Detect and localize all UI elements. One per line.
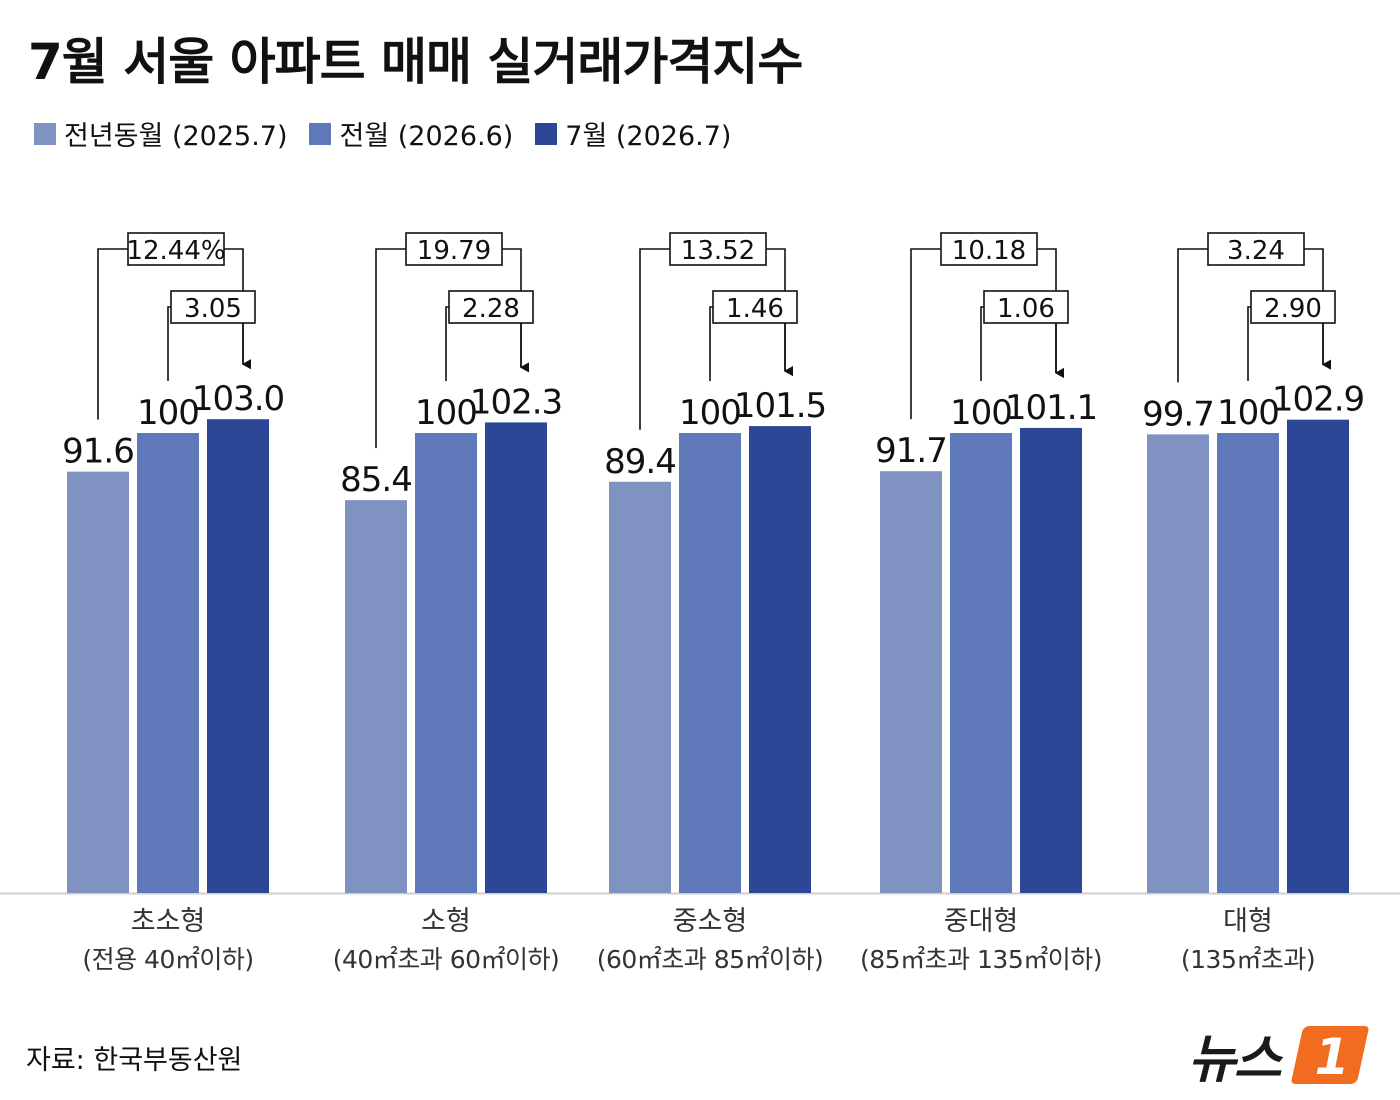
legend-item-prev-month: 전월 (2026.6) bbox=[309, 114, 513, 153]
bar bbox=[415, 433, 477, 893]
data-label: 101.1 bbox=[1005, 388, 1097, 428]
source-note: 자료: 한국부동산원 bbox=[26, 1045, 243, 1076]
mom-change-label: 3.05 bbox=[184, 294, 242, 324]
category-sublabel: (85㎡초과 135㎡이하) bbox=[860, 945, 1102, 974]
data-label: 85.4 bbox=[340, 460, 412, 500]
category-label: 대형 bbox=[1223, 906, 1273, 937]
mom-change-box bbox=[448, 290, 534, 324]
bar bbox=[749, 426, 811, 893]
mom-change-box bbox=[712, 290, 798, 324]
bar bbox=[485, 422, 547, 893]
category-sublabel: (135㎡초과) bbox=[1181, 945, 1315, 974]
data-label: 100 bbox=[679, 393, 741, 433]
legend-swatch-prev-month bbox=[309, 122, 332, 145]
data-label: 100 bbox=[415, 393, 477, 433]
category-sublabel: (전용 40㎡이하) bbox=[82, 945, 253, 974]
bar bbox=[950, 433, 1012, 893]
yoy-change-box bbox=[127, 232, 225, 266]
category-label: 소형 bbox=[421, 906, 471, 937]
mom-change-label: 2.90 bbox=[1264, 294, 1322, 324]
data-label: 103.0 bbox=[192, 379, 284, 419]
bar bbox=[345, 500, 407, 893]
mom-change-label: 1.46 bbox=[726, 294, 784, 324]
category-sublabel: (40㎡초과 60㎡이하) bbox=[333, 945, 560, 974]
mom-change-label: 2.28 bbox=[462, 294, 520, 324]
yoy-change-box bbox=[1207, 232, 1305, 266]
data-label: 102.3 bbox=[470, 382, 562, 422]
bar bbox=[1287, 419, 1349, 893]
data-label: 100 bbox=[1217, 393, 1279, 433]
legend-label-current-month: 7월 (2026.7) bbox=[565, 121, 732, 152]
logo-mark-icon: 1 bbox=[1291, 1026, 1369, 1086]
bar bbox=[1020, 427, 1082, 893]
yoy-change-label: 19.79 bbox=[417, 236, 491, 266]
bar bbox=[137, 433, 199, 893]
logo-mark-text: 1 bbox=[1314, 1028, 1349, 1086]
bar bbox=[1217, 433, 1279, 893]
bar bbox=[1147, 434, 1209, 893]
bar bbox=[67, 471, 129, 893]
category-label: 중대형 bbox=[944, 906, 1019, 937]
yoy-change-label: 13.52 bbox=[681, 236, 755, 266]
yoy-change-label: 12.44% bbox=[126, 236, 225, 266]
yoy-change-box bbox=[669, 232, 767, 266]
data-label: 102.9 bbox=[1272, 380, 1364, 420]
legend-item-prev-year: 전년동월 (2025.7) bbox=[34, 114, 287, 153]
chart-title: 7월 서울 아파트 매매 실거래가격지수 bbox=[28, 33, 803, 91]
category-sublabel: (60㎡초과 85㎡이하) bbox=[597, 945, 824, 974]
data-label: 99.7 bbox=[1142, 394, 1214, 434]
data-label: 91.7 bbox=[875, 431, 947, 471]
category-label: 초소형 bbox=[131, 906, 206, 937]
data-label: 100 bbox=[137, 393, 199, 433]
yoy-change-label: 10.18 bbox=[952, 236, 1026, 266]
bar bbox=[880, 471, 942, 893]
data-label: 89.4 bbox=[604, 442, 676, 482]
legend-label-prev-year: 전년동월 (2025.7) bbox=[64, 121, 288, 152]
yoy-change-box bbox=[405, 232, 503, 266]
bar bbox=[207, 419, 269, 893]
logo-text: 뉴스 bbox=[1188, 1029, 1282, 1090]
legend-item-current-month: 7월 (2026.7) bbox=[535, 114, 731, 153]
bar bbox=[609, 481, 671, 893]
news1-logo: 뉴스 1 bbox=[1188, 1018, 1370, 1090]
mom-change-label: 1.06 bbox=[997, 294, 1055, 324]
mom-change-box bbox=[1250, 290, 1336, 324]
category-label: 중소형 bbox=[673, 906, 748, 937]
mom-change-box bbox=[983, 290, 1069, 324]
data-label: 91.6 bbox=[62, 432, 134, 472]
legend: 전년동월 (2025.7) 전월 (2026.6) 7월 (2026.7) bbox=[34, 114, 731, 153]
legend-swatch-current-month bbox=[535, 122, 558, 145]
data-label: 100 bbox=[950, 393, 1012, 433]
bar bbox=[679, 433, 741, 893]
legend-label-prev-month: 전월 (2026.6) bbox=[339, 121, 514, 152]
legend-swatch-prev-year bbox=[34, 122, 56, 145]
mom-change-box bbox=[170, 290, 256, 324]
yoy-change-label: 3.24 bbox=[1227, 236, 1285, 266]
data-label: 101.5 bbox=[734, 386, 826, 426]
yoy-change-box bbox=[940, 232, 1038, 266]
